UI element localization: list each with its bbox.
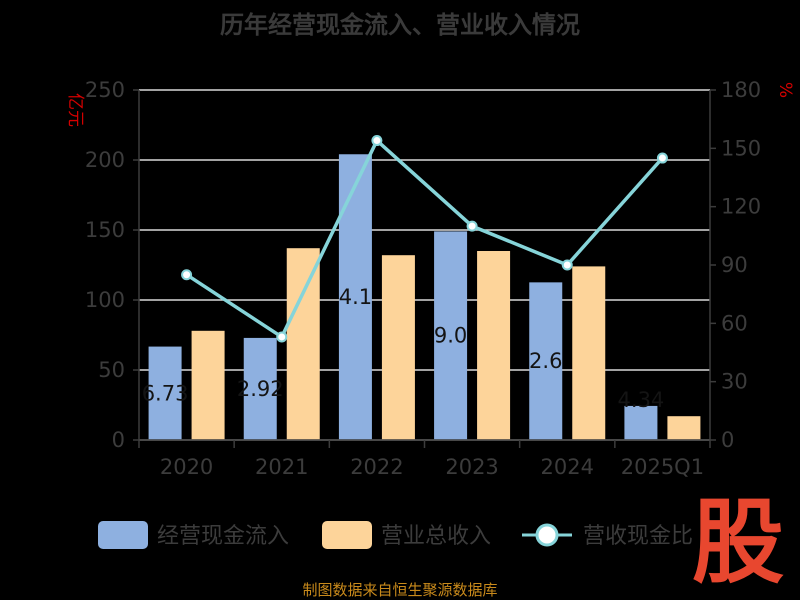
ratio-point [371, 135, 383, 147]
legend: 经营现金流入 营业总收入 营收现金比 [98, 521, 693, 549]
right-tick-label: 120 [721, 195, 761, 219]
ratio-point [276, 331, 288, 343]
bar-revenue [572, 266, 606, 440]
left-tick-label: 100 [85, 288, 125, 312]
data-label-cash-inflow: 2.6 [529, 349, 562, 373]
right-tick-label: 150 [721, 136, 761, 160]
bars [148, 154, 701, 440]
right-tick-label: 90 [721, 253, 748, 277]
legend-swatch-cash-inflow [98, 521, 148, 549]
bar-revenue [381, 255, 415, 440]
bar-cash-inflow [148, 346, 182, 440]
bar-cash-inflow [434, 231, 468, 440]
x-tick-label: 2022 [350, 455, 403, 479]
ratio-point [466, 220, 478, 232]
left-tick-label: 250 [85, 78, 125, 102]
bar-cash-inflow [338, 154, 372, 440]
bar-revenue [191, 330, 225, 440]
right-axis-unit: % [775, 82, 795, 98]
left-tick-label: 200 [85, 148, 125, 172]
legend-label-ratio: 营收现金比 [583, 524, 693, 549]
legend-swatch-revenue [322, 521, 372, 549]
right-axis-ticks: 0 30 60 90 120 150 180 [709, 78, 761, 452]
x-axis-ticks: 2020 2021 2022 2023 2024 2025Q1 [138, 439, 711, 479]
ratio-point [656, 152, 668, 164]
left-tick-label: 0 [112, 428, 125, 452]
left-tick-label: 50 [98, 358, 125, 382]
data-label-cash-inflow: 4.1 [339, 285, 372, 309]
right-tick-label: 180 [721, 78, 761, 102]
left-tick-label: 150 [85, 218, 125, 242]
ratio-line [181, 135, 668, 343]
x-tick-label: 2025Q1 [621, 455, 704, 479]
left-axis-ticks: 0 50 100 150 200 250 [85, 78, 140, 452]
right-tick-label: 0 [721, 428, 734, 452]
bar-cash-inflow [529, 282, 563, 440]
bar-cash-inflow [243, 337, 277, 440]
data-label-cash-inflow: 2.92 [237, 377, 284, 401]
bar-cash-inflow [624, 405, 658, 440]
source-note: 制图数据来自恒生聚源数据库 [302, 581, 497, 599]
right-tick-label: 30 [721, 370, 748, 394]
ratio-series-line [185, 138, 664, 339]
x-tick-label: 2020 [160, 455, 213, 479]
left-axis-unit: 亿元 [65, 93, 85, 127]
watermark-logo: 股 [692, 489, 784, 596]
data-label-cash-inflow: 4.34 [618, 388, 665, 412]
x-tick-label: 2021 [255, 455, 308, 479]
ratio-point [181, 269, 193, 281]
data-label-cash-inflow: 9.0 [434, 324, 467, 348]
ratio-point [561, 259, 573, 271]
legend-label-revenue: 营业总收入 [381, 524, 491, 549]
bar-revenue [477, 251, 511, 440]
x-tick-label: 2023 [445, 455, 498, 479]
legend-marker-ratio [535, 523, 559, 547]
x-tick-label: 2024 [541, 455, 594, 479]
data-labels: 6.73 2.92 4.1 9.0 2.6 4.34 [142, 285, 665, 412]
right-tick-label: 60 [721, 311, 748, 335]
bar-revenue [286, 248, 320, 440]
data-label-cash-inflow: 6.73 [142, 381, 189, 405]
bar-revenue [667, 416, 701, 440]
legend-label-cash-inflow: 经营现金流入 [157, 524, 289, 549]
chart-title: 历年经营现金流入、营业收入情况 [220, 11, 580, 39]
